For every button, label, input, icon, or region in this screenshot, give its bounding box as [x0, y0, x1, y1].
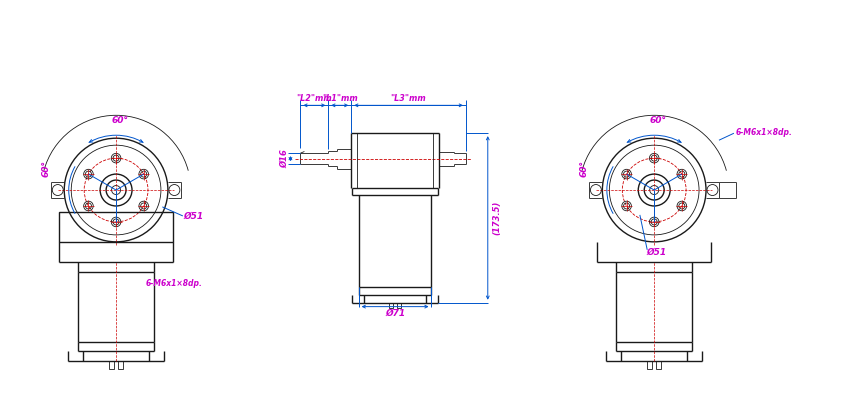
Text: Ø51: Ø51 — [646, 247, 666, 256]
Text: 60°: 60° — [580, 160, 589, 177]
Bar — [389, 303, 393, 308]
Text: 60°: 60° — [649, 116, 666, 125]
Text: 6-M6x1×8dp.: 6-M6x1×8dp. — [146, 279, 203, 288]
Text: Ø51: Ø51 — [184, 212, 204, 220]
Bar — [656, 362, 661, 370]
Text: (173.5): (173.5) — [492, 201, 502, 235]
Text: "L3"mm: "L3"mm — [391, 94, 427, 103]
Bar — [397, 303, 401, 308]
Text: Ø16: Ø16 — [280, 149, 289, 168]
Bar — [118, 362, 123, 370]
Text: "L1"mm: "L1"mm — [322, 94, 358, 103]
Bar — [647, 362, 652, 370]
Bar — [109, 362, 114, 370]
Bar — [60, 212, 173, 242]
Text: "L2"mm: "L2"mm — [297, 94, 332, 103]
Text: 6-M6x1×8dp.: 6-M6x1×8dp. — [736, 128, 793, 137]
Text: 60°: 60° — [42, 160, 51, 177]
Text: Ø71: Ø71 — [385, 309, 405, 318]
Text: 60°: 60° — [111, 116, 128, 125]
